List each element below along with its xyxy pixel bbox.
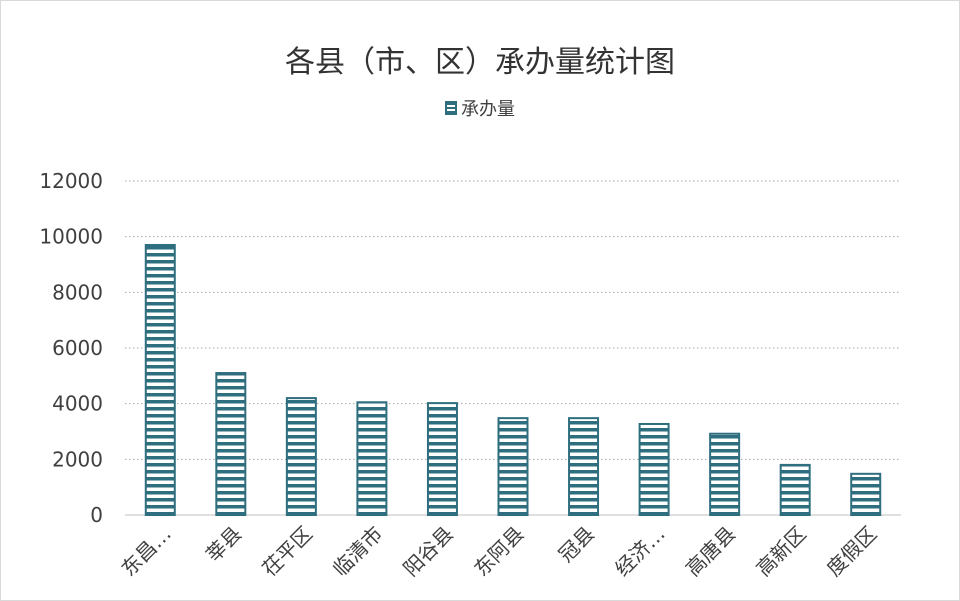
bar (426, 402, 458, 516)
legend-swatch (445, 101, 457, 115)
bar (497, 417, 529, 517)
chart-title: 各县（市、区）承办量统计图 (285, 45, 675, 80)
bar (638, 422, 670, 516)
legend: 承办量 (1, 95, 959, 121)
x-tick-label: 高新区 (751, 522, 810, 581)
bar (568, 417, 600, 517)
y-tick-label: 4000 (52, 392, 103, 416)
x-tick-label: 茌平区 (258, 522, 317, 581)
y-tick-label: 12000 (39, 169, 103, 193)
y-tick-label: 10000 (39, 225, 103, 249)
x-tick-label: 东昌… (116, 522, 175, 581)
bar (709, 432, 741, 516)
bar (215, 372, 247, 516)
x-tick-label: 阳谷县 (399, 522, 458, 581)
x-tick-label: 高唐县 (681, 522, 740, 581)
bar (356, 401, 388, 516)
x-tick-label: 冠县 (554, 522, 599, 567)
legend-label: 承办量 (461, 99, 515, 120)
x-tick-label: 临清市 (328, 522, 387, 581)
x-tick-label: 莘县 (201, 522, 246, 567)
x-tick-label: 经济… (610, 522, 669, 581)
x-tick-label: 东阿县 (469, 522, 528, 581)
bar (144, 244, 176, 516)
y-tick-label: 6000 (52, 336, 103, 360)
y-tick-label: 8000 (52, 280, 103, 304)
y-tick-label: 0 (90, 503, 103, 527)
bar (285, 397, 317, 517)
y-tick-label: 2000 (52, 447, 103, 471)
bar (850, 472, 882, 517)
bar (779, 463, 811, 516)
x-tick-label: 度假区 (822, 522, 881, 581)
